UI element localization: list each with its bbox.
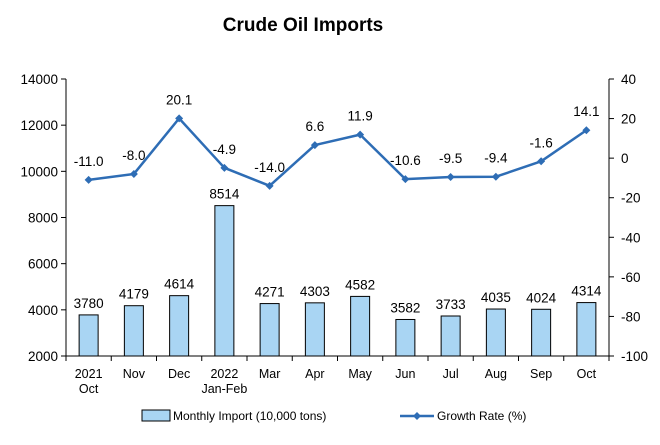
x-tick-label: Dec: [168, 367, 190, 381]
left-y-tick-label: 10000: [20, 164, 58, 179]
left-y-tick-label: 12000: [20, 118, 58, 133]
bar: [78, 314, 99, 357]
line-value-label: -4.9: [213, 142, 236, 157]
x-tick-label: Jul: [443, 367, 459, 381]
x-tick-label: Mar: [259, 367, 281, 381]
bar-value-label: 4035: [481, 290, 511, 305]
bar-value-label: 4179: [119, 287, 149, 302]
x-tick-label: Jan-Feb: [201, 382, 247, 396]
x-tick-label: Oct: [577, 367, 597, 381]
axes: 2000 4000 6000 8000 10000 12000 14000 -100 -80 -6…: [20, 72, 648, 364]
x-tick-label: Apr: [305, 367, 324, 381]
x-tick-label: Oct: [79, 382, 99, 396]
x-tick-label: Jun: [395, 367, 415, 381]
line-value-label: -8.0: [122, 148, 145, 163]
growth-rate-line: [88, 117, 588, 188]
left-y-tick-label: 8000: [28, 211, 58, 226]
x-tick-label: Sep: [530, 367, 552, 381]
bar-value-label: 3780: [74, 296, 104, 311]
line-point: [446, 172, 455, 181]
line-point: [310, 141, 319, 150]
bar: [440, 315, 461, 357]
x-tick-label: 2021: [75, 367, 103, 381]
right-y-tick-label: 0: [621, 151, 629, 166]
line-point: [582, 126, 591, 135]
right-y-tick-label: -40: [621, 230, 641, 245]
bar: [259, 303, 280, 357]
bar: [169, 295, 190, 357]
line-value-label: -9.4: [484, 151, 508, 166]
right-y-tick-label: -60: [621, 270, 641, 285]
line-value-label: 6.6: [305, 119, 324, 134]
line-value-label: -10.6: [390, 153, 421, 168]
bar-value-label: 3733: [436, 297, 466, 312]
line-point: [129, 169, 138, 178]
legend: Monthly Import (10,000 tons) Growth Rate…: [141, 409, 526, 423]
right-y-tick-label: -20: [621, 191, 641, 206]
line-point: [84, 175, 93, 184]
left-y-tick-label: 4000: [28, 303, 58, 318]
left-y-tick-label: 6000: [28, 257, 58, 272]
x-tick-label: May: [348, 367, 372, 381]
x-tick-label: Nov: [123, 367, 146, 381]
legend-bar-label: Monthly Import (10,000 tons): [173, 409, 326, 423]
x-tick-label: 2022: [210, 367, 238, 381]
right-y-tick-label: -100: [621, 349, 648, 364]
line-point: [537, 157, 546, 166]
line-value-label: 11.9: [347, 109, 372, 124]
bar: [304, 302, 325, 357]
legend-line-marker: [413, 412, 421, 420]
bar-value-label: 8514: [209, 187, 240, 202]
line-value-label: 14.1: [573, 104, 599, 119]
bar-value-label: 4582: [345, 277, 375, 292]
x-tick-label: Aug: [485, 367, 507, 381]
bar: [350, 295, 371, 357]
left-y-tick-label: 2000: [28, 349, 58, 364]
right-y-tick-label: -80: [621, 309, 641, 324]
bar: [395, 318, 416, 357]
right-y-tick-label: 20: [621, 112, 636, 127]
legend-bar-swatch: [141, 409, 171, 422]
bar-value-label: 4614: [164, 277, 195, 292]
line-value-label: -11.0: [74, 154, 104, 169]
bar-value-labels: 3780 4179 4614 8514 4271 4303 4582 3582 3733 4035…: [74, 187, 602, 316]
bar-series: [78, 205, 597, 357]
bar-value-label: 4314: [571, 284, 602, 299]
line-point: [491, 172, 500, 181]
bar: [485, 308, 506, 357]
line-point: [356, 130, 365, 139]
bar: [123, 305, 144, 357]
bar-value-label: 4303: [300, 284, 330, 299]
line-point: [265, 181, 274, 190]
right-y-tick-label: 40: [621, 72, 636, 87]
line-value-labels: -11.0 -8.0 20.1 -4.9 -14.0 6.6 11.9 -10.6 -9.5 -9…: [74, 92, 600, 174]
line-value-label: -1.6: [529, 135, 552, 150]
chart-title: Crude Oil Imports: [223, 15, 383, 36]
bar-value-label: 4024: [526, 290, 557, 305]
line-value-label: -9.5: [439, 151, 462, 166]
line-point: [401, 175, 410, 184]
bar-value-label: 4271: [255, 285, 285, 300]
bar: [576, 302, 597, 357]
bar: [214, 205, 235, 357]
left-y-tick-label: 14000: [20, 72, 58, 87]
line-series: [84, 114, 591, 190]
line-point: [175, 114, 184, 123]
legend-line-label: Growth Rate (%): [437, 409, 526, 423]
bar-value-label: 3582: [390, 300, 420, 315]
line-value-label: 20.1: [166, 92, 192, 107]
line-value-label: -14.0: [254, 160, 285, 175]
line-point: [220, 163, 229, 172]
bar: [531, 308, 552, 357]
